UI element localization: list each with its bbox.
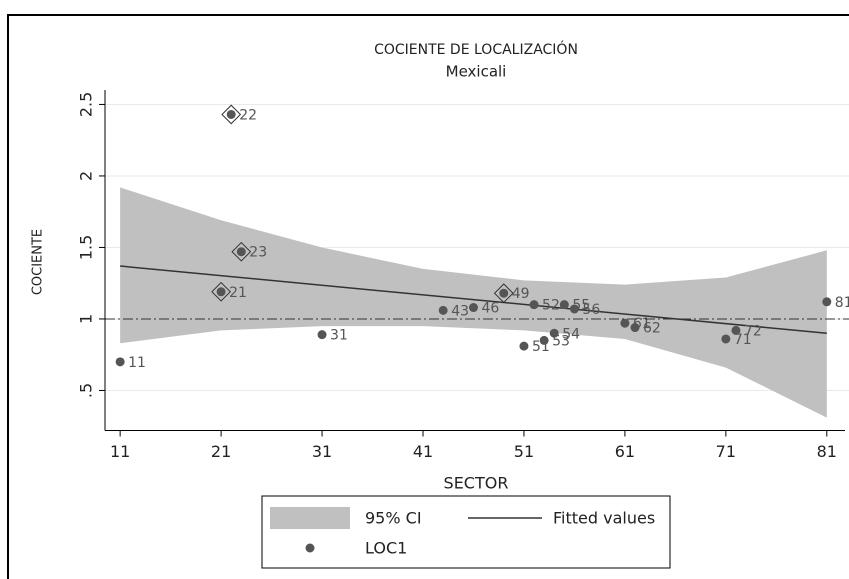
highlight-diamond — [221, 104, 242, 125]
axes: .5 1 1.5 2 2.5 11 21 31 41 51 61 71 81 — [77, 90, 845, 461]
point — [438, 305, 448, 315]
point — [519, 341, 529, 351]
point — [539, 335, 549, 345]
point — [549, 328, 559, 338]
point-label: 72 — [744, 323, 762, 339]
fitted-line — [120, 265, 827, 335]
legend-swatch — [305, 543, 315, 553]
point — [559, 300, 569, 310]
point — [236, 247, 246, 257]
point — [499, 288, 509, 298]
point-label: 71 — [734, 332, 752, 348]
x-tick-label: 51 — [514, 442, 534, 461]
point-label: 54 — [562, 326, 580, 342]
point — [731, 325, 741, 335]
x-tick-label: 71 — [716, 442, 736, 461]
point — [216, 287, 226, 297]
x-tick-label: 61 — [615, 442, 635, 461]
point — [721, 334, 731, 344]
legend-box — [261, 495, 671, 569]
x-axis-label: SECTOR — [444, 474, 509, 493]
point-label: 49 — [512, 286, 530, 302]
point-label: 56 — [582, 302, 600, 318]
y-tick-label: 1.5 — [77, 235, 96, 260]
x-tick-label: 11 — [110, 442, 130, 461]
y-tick-label: .5 — [77, 383, 96, 398]
chart-subtitle: Mexicali — [446, 63, 507, 81]
point-label: 23 — [249, 245, 267, 261]
point-label: 22 — [239, 107, 257, 123]
y-axis-label: COCIENTE — [31, 229, 46, 295]
point-label: 46 — [481, 301, 499, 317]
highlight-diamond — [493, 283, 514, 304]
point-label: 11 — [128, 355, 146, 371]
y-tick-label: 2 — [77, 171, 96, 181]
point-label: 81 — [835, 295, 849, 311]
legend-swatch — [270, 507, 350, 529]
legend-label: Fitted values — [553, 509, 655, 528]
legend-label: LOC1 — [365, 539, 407, 558]
point — [468, 303, 478, 313]
point-label: 21 — [229, 285, 247, 301]
y-tick-label: 2.5 — [77, 92, 96, 117]
point-label: 53 — [552, 333, 570, 349]
point — [317, 330, 327, 340]
point — [630, 323, 640, 333]
y-tick-label: 1 — [77, 314, 96, 324]
ci-band — [120, 187, 827, 418]
legend-label: 95% CI — [365, 509, 422, 528]
point — [620, 318, 630, 328]
chart-title: COCIENTE DE LOCALIZACIÓN — [374, 40, 578, 58]
highlight-diamond — [231, 241, 252, 262]
x-tick-label: 31 — [312, 442, 332, 461]
x-tick-label: 41 — [413, 442, 433, 461]
point-label: 43 — [451, 303, 469, 319]
point — [529, 300, 539, 310]
point-label: 52 — [542, 298, 560, 314]
point — [822, 297, 832, 307]
point — [569, 304, 579, 314]
point — [115, 357, 125, 367]
point — [226, 109, 236, 119]
x-tick-label: 81 — [817, 442, 837, 461]
point-label: 62 — [643, 321, 661, 337]
x-tick-label: 21 — [211, 442, 231, 461]
legend: 95% CI Fitted values LOC1 — [261, 495, 671, 569]
point-label: 31 — [330, 328, 348, 344]
highlight-diamond — [211, 281, 231, 302]
